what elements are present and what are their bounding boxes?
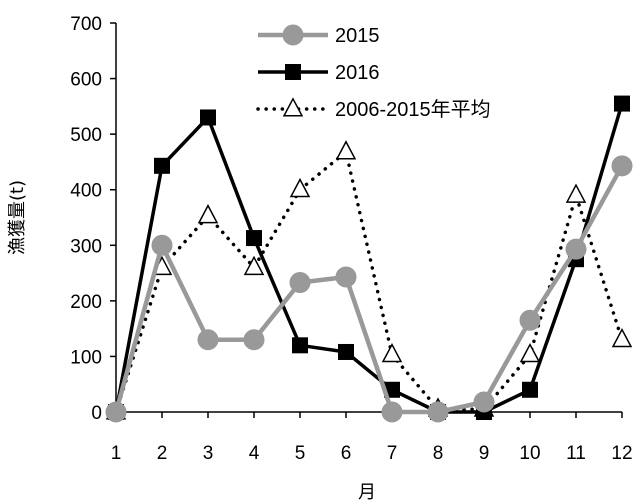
legend-label: 2015 — [335, 25, 380, 47]
x-tick-label: 10 — [519, 443, 540, 464]
x-tick-label: 8 — [433, 443, 444, 464]
y-tick-label: 600 — [70, 70, 102, 91]
data-point — [197, 329, 219, 351]
data-point — [335, 140, 357, 160]
data-point — [154, 157, 170, 174]
series-line — [113, 164, 624, 415]
y-tick-label: 700 — [70, 14, 102, 35]
legend-entry-1: 2015 — [258, 24, 380, 47]
data-point — [200, 109, 216, 126]
data-point — [338, 343, 354, 360]
legend: 2015 2016 2006-2015年平均 — [256, 24, 491, 121]
data-point — [335, 266, 357, 288]
data-point — [246, 230, 262, 247]
x-tick-label: 12 — [611, 443, 632, 464]
legend-label: 2016 — [335, 62, 380, 84]
data-point — [243, 255, 265, 276]
data-point — [381, 342, 403, 363]
data-point — [611, 327, 633, 348]
data-point — [105, 401, 127, 423]
data-point — [289, 177, 311, 198]
data-point — [292, 337, 308, 354]
x-tick-label: 5 — [295, 443, 306, 464]
data-point — [614, 95, 630, 112]
x-tick-label: 2 — [157, 443, 168, 464]
series-line — [114, 103, 624, 414]
series-1 — [105, 155, 633, 423]
data-point — [381, 401, 403, 423]
data-point — [197, 204, 219, 224]
data-point — [565, 183, 587, 203]
y-tick-label: 0 — [91, 403, 102, 424]
data-point — [565, 238, 587, 260]
y-tick-label: 200 — [70, 292, 102, 313]
y-tick-label: 500 — [70, 125, 102, 146]
data-point — [519, 309, 541, 331]
x-tick-label: 3 — [203, 443, 214, 464]
x-tick-label: 11 — [566, 443, 586, 464]
series-layer — [105, 95, 633, 423]
x-tick-label: 6 — [341, 443, 352, 464]
y-axis-title: 漁獲量(t) — [7, 180, 28, 255]
data-point — [522, 381, 538, 398]
data-point — [427, 401, 449, 423]
y-tick-label: 400 — [70, 181, 102, 202]
data-point — [473, 391, 495, 413]
data-point — [289, 272, 311, 294]
y-tick-label: 300 — [70, 236, 102, 257]
series-2 — [108, 95, 630, 420]
x-tick-label: 4 — [249, 443, 260, 464]
series-3 — [105, 140, 633, 420]
data-point — [519, 342, 541, 363]
series-line — [114, 150, 624, 414]
x-tick-label: 9 — [479, 443, 490, 464]
legend-entry-2: 2016 — [258, 62, 380, 84]
x-tick-label: 7 — [387, 443, 398, 464]
y-tick-label: 100 — [70, 347, 102, 368]
data-point — [611, 155, 633, 177]
legend-marker — [285, 64, 301, 80]
legend-entry-3: 2006-2015年平均 — [256, 97, 491, 121]
x-axis-title: 月 — [358, 482, 376, 503]
data-point — [243, 329, 265, 351]
data-point — [151, 234, 173, 256]
x-tick-label: 1 — [111, 443, 122, 464]
legend-marker — [282, 97, 304, 117]
legend-marker — [282, 24, 304, 46]
legend-label: 2006-2015年平均 — [335, 98, 491, 121]
